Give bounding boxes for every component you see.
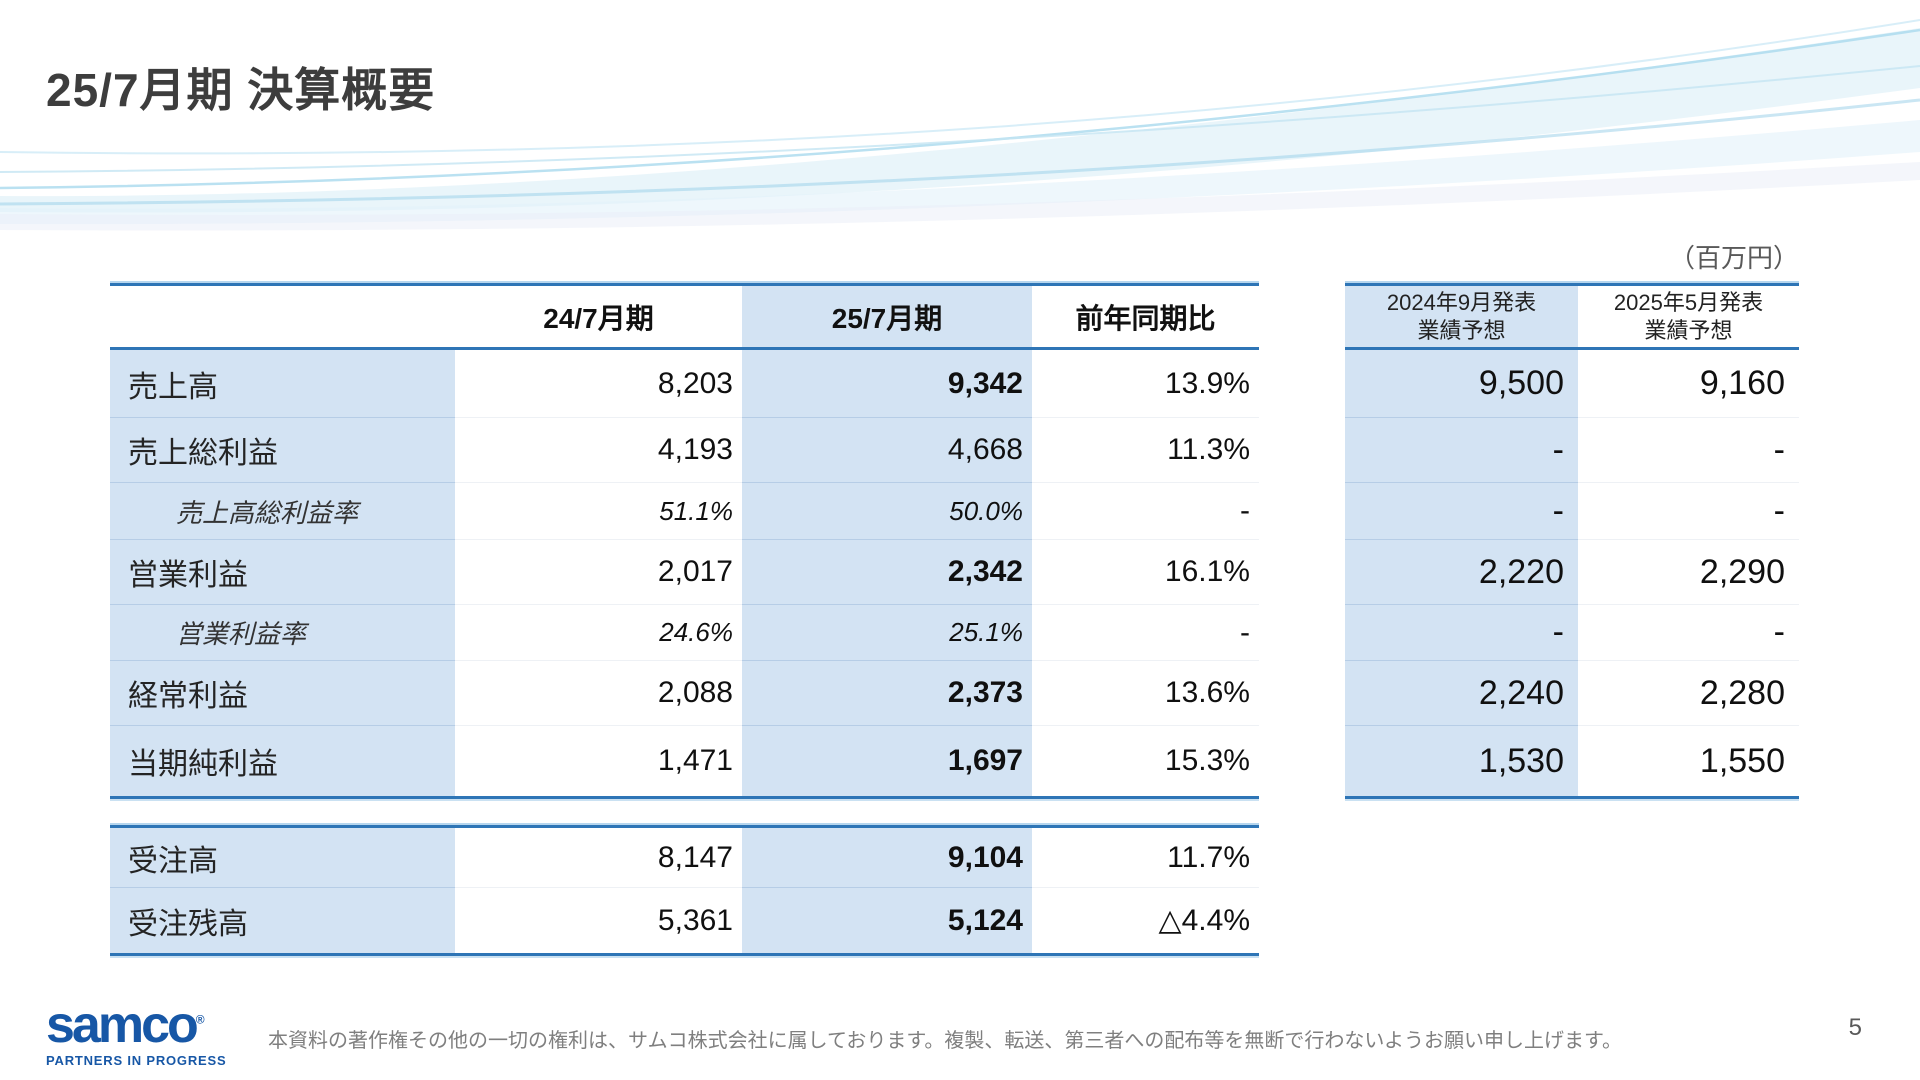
value-yoy: 11.3%: [1032, 418, 1259, 483]
forecast-value-sep2024: -: [1345, 605, 1578, 661]
row-label: 売上総利益: [110, 418, 455, 483]
forecast-header-line1: 2024年9月発表: [1386, 290, 1537, 315]
value-fy25: 2,373: [742, 661, 1032, 726]
main-header-fy25: 25/7月期: [742, 286, 1032, 350]
page-title: 25/7月期 決算概要: [46, 64, 436, 116]
forecast-value-may2025: 9,160: [1578, 350, 1799, 418]
forecast-header-line2: 業績予想: [1417, 317, 1506, 343]
value-yoy: -: [1032, 605, 1259, 661]
samco-logo-wordmark: samco®: [46, 996, 205, 1054]
value-yoy: 13.9%: [1032, 350, 1259, 418]
orders-table: 受注高 8,147 9,104 11.7% 受注残高 5,361 5,124 △4.4%: [110, 825, 1259, 956]
page-number: 5: [1848, 1014, 1862, 1041]
row-label: 経常利益: [110, 661, 455, 726]
value-fy24: 1,471: [657, 744, 733, 777]
forecast-header-line1: 2025年5月発表: [1613, 290, 1764, 315]
forecast-value-may2025: -: [1578, 605, 1799, 661]
value-fy25: 4,668: [742, 418, 1032, 483]
samco-logo-tagline: PARTNERS IN PROGRESS: [46, 1052, 227, 1068]
forecast-value-sep2024: 2,220: [1345, 540, 1578, 605]
unit-label: （百万円）: [1668, 243, 1799, 273]
value-fy25: 2,342: [742, 540, 1032, 605]
row-label: 売上高: [110, 350, 455, 418]
forecast-value-may2025: 2,280: [1578, 661, 1799, 726]
value-yoy: 13.6%: [1032, 661, 1259, 726]
row-label: 営業利益: [110, 540, 455, 605]
value-yoy: 11.7%: [1032, 828, 1259, 888]
value-fy25: 1,697: [742, 726, 1032, 796]
forecast-value-sep2024: -: [1345, 483, 1578, 540]
value-fy24: 51.1%: [455, 483, 742, 540]
main-header-blank: [110, 286, 455, 350]
forecast-value-may2025: -: [1578, 483, 1799, 540]
value-fy25: 9,104: [742, 828, 1032, 888]
forecast-header-may2025: 2025年5月発表 業績予想: [1578, 286, 1799, 350]
forecast-value-sep2024: -: [1345, 418, 1578, 483]
samco-logo: samco® PARTNERS IN PROGRESS: [46, 996, 227, 1068]
value-yoy: 16.1%: [1032, 540, 1259, 605]
registered-trademark-icon: ®: [195, 1012, 205, 1027]
swoosh-graphic: [0, 19, 1920, 231]
value-fy24: 8,147: [455, 828, 742, 888]
forecast-header-line2: 業績予想: [1644, 317, 1733, 343]
forecast-value-sep2024: 1,530: [1345, 726, 1578, 796]
value-fy24: 2,088: [455, 661, 742, 726]
row-label: 受注残高: [110, 888, 455, 953]
forecast-table: 2024年9月発表 業績予想 2025年5月発表 業績予想 9,500 9,160…: [1345, 283, 1799, 799]
value-fy24: 5,361: [657, 903, 733, 937]
main-results-table: 24/7月期 25/7月期 前年同期比 売上高 8,203 9,342 13.9% 売上…: [110, 283, 1259, 799]
forecast-value-sep2024: 2,240: [1345, 661, 1578, 726]
value-fy25: 25.1%: [742, 605, 1032, 661]
forecast-value-may2025: -: [1578, 418, 1799, 483]
forecast-value-sep2024: 9,500: [1345, 350, 1578, 418]
value-fy24: 2,017: [455, 540, 742, 605]
value-fy25: 9,342: [742, 350, 1032, 418]
value-fy24: 4,193: [455, 418, 742, 483]
value-fy25: 50.0%: [742, 483, 1032, 540]
value-fy24: 8,203: [455, 350, 742, 418]
forecast-header-sep2024: 2024年9月発表 業績予想: [1345, 286, 1578, 350]
forecast-value-may2025: 1,550: [1699, 741, 1785, 780]
row-label: 売上高総利益率: [110, 483, 455, 540]
value-yoy: △4.4%: [1158, 904, 1250, 937]
value-fy25: 5,124: [742, 888, 1032, 953]
row-label: 当期純利益: [110, 726, 455, 796]
main-header-fy24: 24/7月期: [455, 286, 742, 350]
value-yoy: -: [1032, 483, 1259, 540]
row-label: 営業利益率: [110, 605, 455, 661]
value-fy24: 24.6%: [455, 605, 742, 661]
forecast-value-may2025: 2,290: [1578, 540, 1799, 605]
main-header-yoy: 前年同期比: [1032, 286, 1259, 350]
value-yoy: 15.3%: [1164, 744, 1250, 777]
row-label: 受注高: [110, 828, 455, 888]
copyright-text: 本資料の著作権その他の一切の権利は、サムコ株式会社に属しております。複製、転送、…: [268, 1030, 1622, 1052]
